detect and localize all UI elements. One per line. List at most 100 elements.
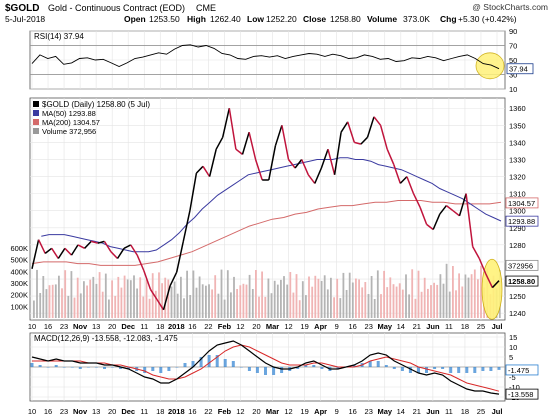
price-segment — [274, 125, 283, 147]
x-tick-label: 25 — [477, 407, 485, 416]
price-tick-label: 1250 — [509, 292, 526, 301]
price-segment — [162, 285, 171, 310]
price-segment — [241, 131, 250, 155]
macd-histogram-bar — [159, 367, 163, 373]
volume-bar — [48, 285, 51, 318]
volume-bar — [398, 283, 401, 318]
price-segment — [130, 244, 138, 256]
volume-bar — [367, 294, 370, 318]
volume-tick-label: 100K — [10, 302, 28, 311]
chg-label: Chg — [440, 14, 457, 24]
volume-bar — [164, 277, 167, 318]
rsi-tick-label: 90 — [509, 27, 517, 36]
x-tick-label: 20 — [108, 407, 116, 416]
x-tick-label: 21 — [413, 407, 421, 416]
volume-bar — [401, 289, 404, 318]
volume-bar — [273, 280, 276, 318]
macd-histogram-bar — [119, 367, 123, 369]
volume-bar — [333, 297, 335, 318]
price-segment — [97, 240, 105, 244]
price-segment — [31, 239, 40, 269]
volume-bar — [408, 294, 410, 318]
volume-bar — [448, 291, 451, 318]
volume-bar — [305, 295, 307, 318]
volume-bar — [405, 274, 407, 318]
macd-last-value-box — [505, 364, 539, 376]
rsi-tick-label: 30 — [509, 71, 517, 80]
volume-bar — [351, 282, 354, 318]
volume-bar — [383, 270, 385, 318]
macd-histogram-bar — [247, 367, 251, 371]
volume-bar — [467, 277, 470, 318]
macd-histogram-bar — [70, 367, 74, 368]
volume-bar — [86, 285, 88, 318]
volume-bar — [226, 270, 229, 318]
volume-bar — [217, 293, 220, 318]
legend-swatch — [33, 110, 39, 116]
x-tick-label: 9 — [335, 407, 339, 416]
exchange: CME — [196, 3, 216, 13]
volume-bar — [154, 290, 157, 318]
volume-bar — [301, 281, 304, 318]
price-segment — [77, 244, 85, 249]
volume-bar — [461, 286, 464, 318]
x-tick-label: 16 — [349, 407, 357, 416]
volume-bar — [180, 276, 182, 318]
x-tick-label: Jun — [426, 407, 440, 416]
price-segment — [57, 247, 66, 259]
x-tick-label: 21 — [413, 322, 421, 331]
chg-value: +5.30 (+0.42%) — [458, 14, 517, 24]
volume-bar — [67, 295, 70, 318]
x-tick-label: 16 — [188, 322, 196, 331]
volume-bar — [36, 269, 38, 318]
macd-histogram-bar — [417, 367, 420, 373]
volume-tick-label: 400K — [10, 267, 28, 276]
volume-bar — [414, 298, 417, 318]
x-tick-label: 18 — [461, 322, 469, 331]
volume-tick-label: 500K — [10, 256, 28, 265]
x-tick-label: 23 — [60, 322, 68, 331]
volume-bar — [42, 276, 45, 318]
macd-histogram-bar — [264, 367, 267, 375]
price-segment — [478, 258, 487, 275]
signal-line — [32, 344, 500, 392]
volume-bar — [480, 265, 482, 318]
volume-bar — [117, 276, 120, 318]
macd-x-axis: 10 16 23 Nov 13 20 Dec 11 18 2018 16 22 Feb 12 20 Mar 12… — [28, 407, 503, 416]
macd-histogram-bar — [38, 365, 42, 367]
price-segment — [333, 132, 342, 175]
x-tick-label: 23 — [60, 407, 68, 416]
volume-bar — [73, 297, 76, 318]
volume-bar — [126, 279, 129, 318]
x-tick-label: May — [377, 322, 392, 331]
volume-bar — [233, 276, 235, 318]
volume-bar — [123, 275, 126, 318]
volume-bar — [336, 278, 339, 318]
macd-last-value-box — [505, 388, 539, 400]
price-segment — [215, 136, 224, 150]
volume-bar — [183, 298, 185, 318]
volume-bar — [295, 274, 298, 318]
price-segment — [472, 246, 480, 259]
rsi-highlight — [475, 52, 505, 80]
volume-bar — [477, 279, 479, 318]
legend-swatch — [33, 128, 39, 134]
price-highlight — [481, 258, 503, 320]
volume-bar — [136, 288, 138, 318]
price-segment — [432, 213, 441, 230]
macd-histogram-bar — [30, 363, 34, 367]
volume-bar — [83, 281, 85, 318]
macd-tick-label: 10 — [509, 343, 517, 352]
macd-histogram-bar — [280, 367, 284, 373]
x-tick-label: 20 — [108, 322, 116, 331]
volume-bar — [95, 283, 98, 318]
macd-histogram-bar — [215, 355, 219, 367]
price-tick-label: 1240 — [509, 309, 526, 318]
x-tick-label: 2018 — [168, 407, 185, 416]
price-last-value: 1258.80 — [508, 277, 535, 286]
macd-histogram-bar — [352, 365, 356, 367]
price-tick-label: 1290 — [509, 224, 526, 233]
macd-histogram-bar — [94, 367, 98, 368]
price-segment — [84, 240, 92, 249]
